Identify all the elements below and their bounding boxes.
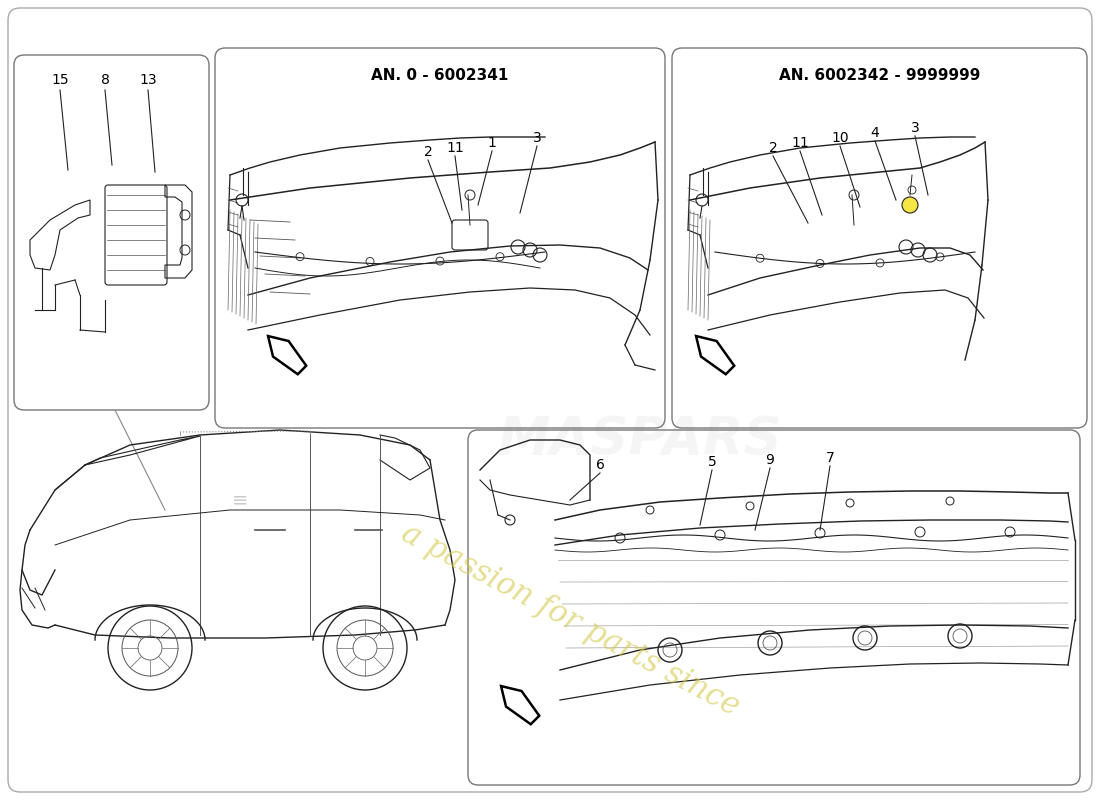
Text: 2: 2 [424,145,432,159]
Polygon shape [696,336,734,374]
Circle shape [902,197,918,213]
Text: 11: 11 [791,136,808,150]
Text: 7: 7 [826,451,835,465]
Text: AN. 0 - 6002341: AN. 0 - 6002341 [372,67,508,82]
Polygon shape [268,336,306,374]
Text: a passion for parts since: a passion for parts since [396,518,745,722]
Text: 13: 13 [140,73,157,87]
Text: 2: 2 [769,141,778,155]
Text: 11: 11 [447,141,464,155]
Text: 9: 9 [766,453,774,467]
Text: 4: 4 [870,126,879,140]
Text: 6: 6 [595,458,604,472]
Text: 5: 5 [707,455,716,469]
Text: ≡: ≡ [232,490,249,510]
Text: 8: 8 [100,73,109,87]
Text: 3: 3 [911,121,920,135]
Text: 15: 15 [52,73,69,87]
Text: 3: 3 [532,131,541,145]
Text: 10: 10 [832,131,849,145]
Text: 1: 1 [487,136,496,150]
Text: AN. 6002342 - 9999999: AN. 6002342 - 9999999 [779,67,981,82]
Polygon shape [502,686,539,724]
Text: MASPARS: MASPARS [497,414,782,466]
